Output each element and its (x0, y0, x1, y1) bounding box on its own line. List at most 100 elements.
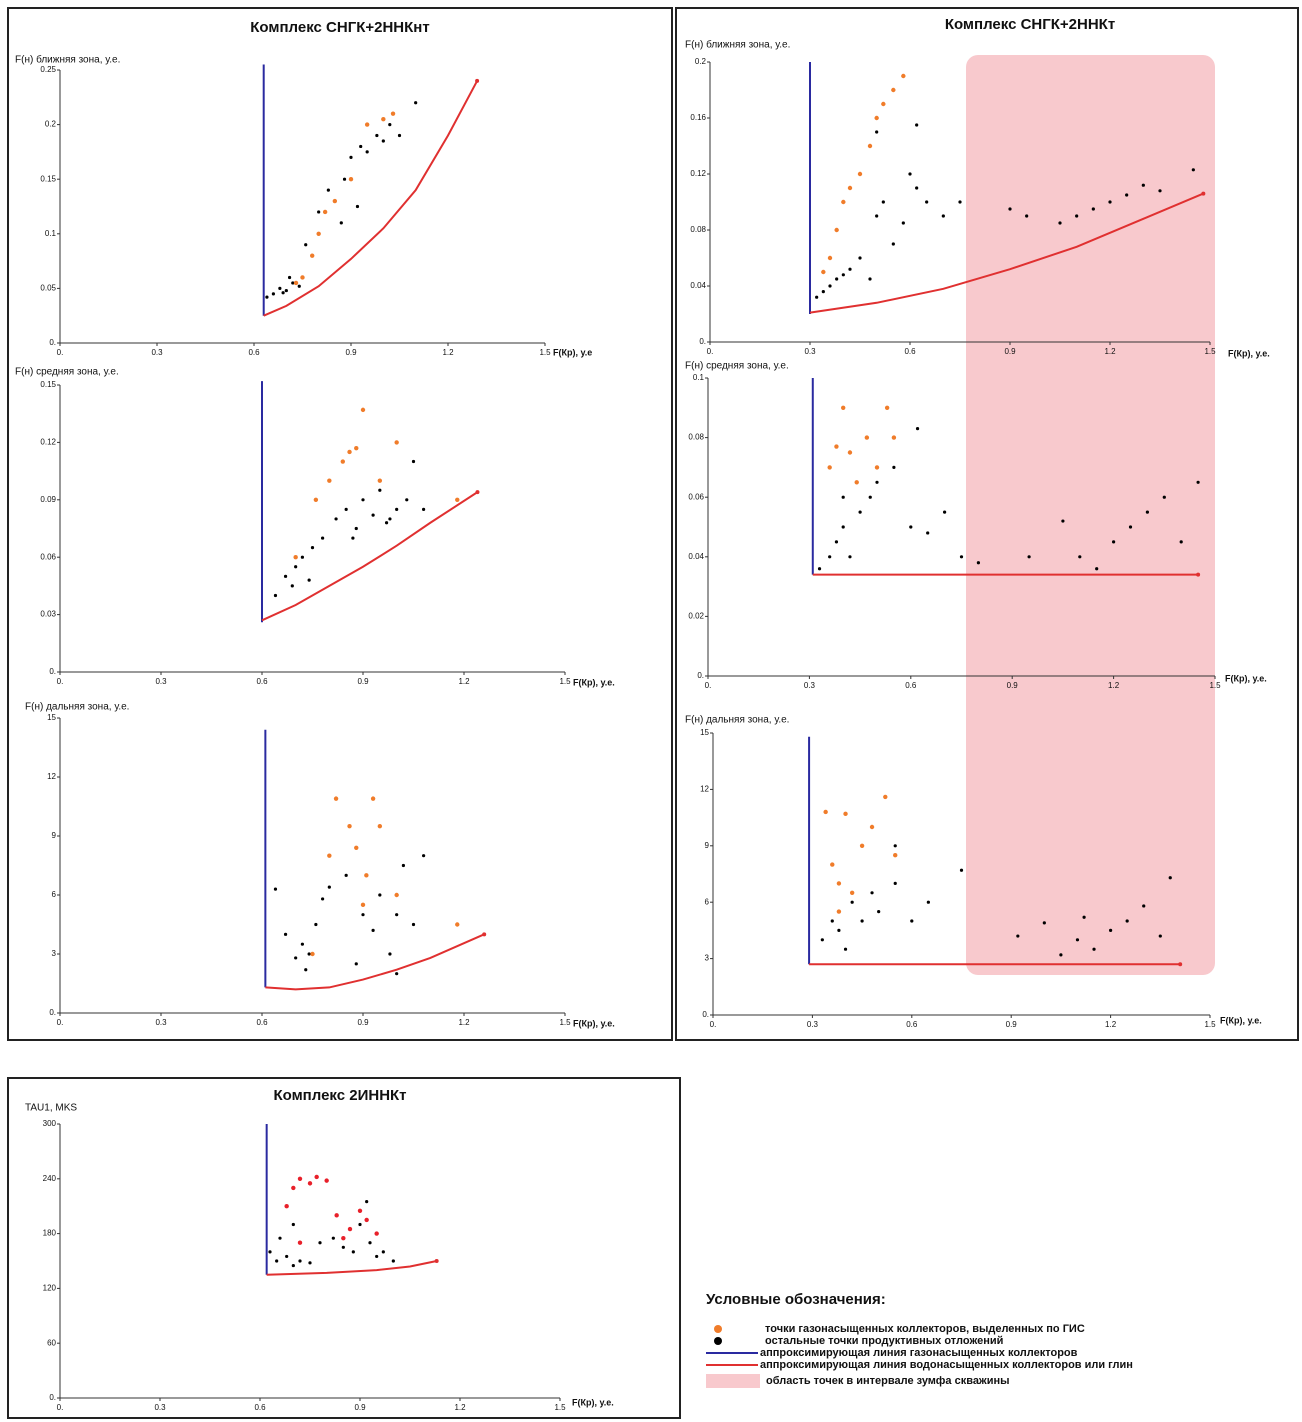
point (359, 144, 363, 149)
point (378, 488, 382, 492)
point (411, 922, 416, 927)
point (422, 507, 426, 511)
point (351, 1250, 355, 1254)
point (364, 1217, 369, 1223)
x-tick-label: 0.9 (357, 677, 369, 686)
point (377, 823, 383, 829)
point (958, 200, 962, 204)
fit-line (263, 80, 478, 317)
x-tick-label: 1.2 (1105, 1020, 1117, 1029)
point (915, 427, 920, 431)
y-tick-label: 15 (700, 728, 709, 737)
point (976, 561, 981, 565)
point (283, 574, 288, 578)
point (941, 214, 945, 218)
fit-line (265, 933, 485, 991)
point (351, 536, 355, 540)
y-tick-label: 0.15 (40, 380, 56, 389)
fit-line (261, 491, 479, 622)
point (384, 521, 389, 525)
point (361, 498, 365, 502)
point (360, 407, 366, 413)
y-tick-label: 9 (52, 831, 57, 840)
point (308, 1261, 312, 1265)
point (836, 881, 842, 886)
point (313, 497, 319, 502)
point (883, 794, 888, 800)
point (364, 873, 369, 878)
y-axis-label: F(н) дальняя зона, у.е. (685, 715, 789, 726)
point (327, 853, 332, 858)
x-tick-label: 0.6 (254, 1403, 266, 1412)
line-end (1196, 572, 1201, 577)
point (837, 928, 841, 933)
point (397, 133, 402, 138)
point (275, 1259, 279, 1263)
legend-label: точки газонасыщенных коллекторов, выделе… (765, 1323, 1085, 1335)
point (310, 253, 315, 258)
point (278, 1236, 282, 1240)
point (291, 1263, 295, 1268)
point (1141, 183, 1145, 187)
point (823, 809, 828, 815)
point (293, 280, 299, 286)
y-tick-label: 0.03 (40, 610, 56, 619)
point (361, 913, 365, 917)
point (891, 87, 896, 93)
point (347, 449, 352, 455)
point (395, 972, 399, 976)
point (910, 919, 914, 923)
point (391, 1259, 395, 1263)
point (326, 188, 330, 192)
point (901, 221, 905, 225)
x-tick-label: 1.2 (1108, 681, 1120, 690)
point (395, 913, 399, 917)
point (357, 1208, 363, 1213)
point (1061, 519, 1065, 523)
line-end (475, 78, 480, 83)
y-tick-label: 240 (43, 1174, 57, 1183)
x-tick-label: 0.3 (154, 1403, 166, 1412)
point (344, 507, 348, 511)
y-tick-label: 0. (702, 1010, 709, 1019)
point (1091, 207, 1095, 211)
point (874, 465, 880, 470)
point (875, 480, 879, 484)
point (318, 1241, 322, 1245)
x-axis-label: F(Кр), у.е. (1220, 1015, 1262, 1025)
legend-title: Условные обозначения: (706, 1291, 886, 1308)
y-tick-label: 0.16 (690, 113, 706, 122)
point (405, 498, 409, 502)
fit-line (266, 1260, 437, 1276)
point (381, 139, 385, 143)
point (300, 275, 305, 280)
y-tick-label: 0. (49, 1008, 56, 1017)
point (850, 900, 854, 904)
point (858, 256, 862, 260)
point (298, 1259, 302, 1263)
point (354, 962, 358, 966)
x-tick-label: 1.5 (1204, 1020, 1216, 1029)
y-tick-label: 0.05 (40, 284, 56, 293)
point (378, 893, 382, 897)
y-axis-label: TAU1, MKS (25, 1103, 77, 1114)
point (859, 843, 865, 848)
x-tick-label: 0. (57, 677, 64, 686)
point (884, 405, 890, 410)
point (360, 902, 366, 908)
y-tick-label: 0. (49, 667, 56, 676)
point (265, 295, 269, 299)
point (828, 555, 832, 559)
x-axis-label: F(Кр), у.е. (1225, 673, 1267, 683)
x-tick-label: 1.2 (458, 1018, 470, 1027)
point (388, 517, 392, 521)
point (341, 1235, 346, 1241)
point (926, 900, 930, 904)
line-end (434, 1259, 439, 1263)
x-tick-label: 0.6 (248, 348, 260, 357)
point (455, 497, 460, 502)
point (331, 1236, 335, 1240)
y-tick-label: 3 (52, 949, 57, 958)
x-tick-label: 0.3 (155, 677, 167, 686)
